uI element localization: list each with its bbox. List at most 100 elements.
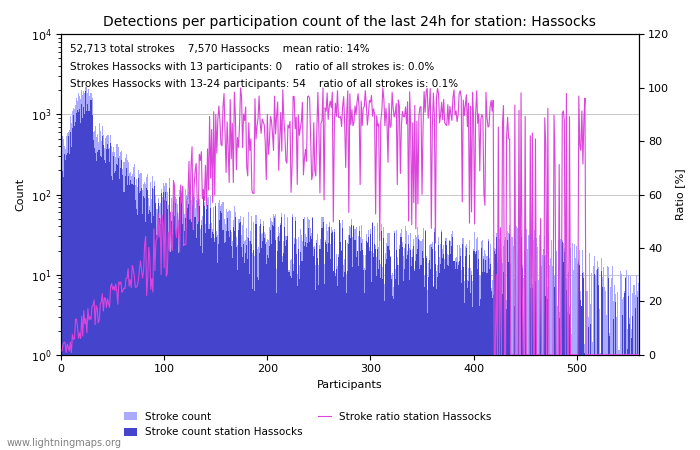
Bar: [247, 259, 248, 450]
Bar: [496, 238, 497, 450]
Bar: [195, 208, 196, 450]
Bar: [69, 130, 70, 450]
Bar: [594, 274, 595, 450]
Bar: [620, 274, 622, 450]
Bar: [230, 230, 231, 450]
Bar: [186, 195, 188, 450]
Bar: [141, 188, 142, 450]
Bar: [158, 206, 160, 450]
Bar: [535, 265, 536, 450]
Bar: [160, 193, 162, 450]
Bar: [543, 249, 544, 450]
Bar: [207, 205, 208, 450]
Bar: [104, 148, 105, 450]
Bar: [521, 237, 522, 450]
Bar: [378, 247, 379, 450]
Bar: [235, 212, 236, 450]
Bar: [98, 142, 99, 450]
Bar: [450, 254, 452, 450]
Bar: [176, 234, 177, 450]
Bar: [153, 216, 155, 450]
Bar: [302, 242, 303, 450]
Bar: [214, 242, 216, 450]
Bar: [629, 324, 630, 450]
Text: 52,713 total strokes    7,570 Hassocks    mean ratio: 14%: 52,713 total strokes 7,570 Hassocks mean…: [70, 44, 370, 54]
Bar: [253, 250, 254, 450]
Bar: [83, 91, 84, 450]
Bar: [469, 255, 470, 450]
Bar: [349, 234, 351, 450]
Bar: [220, 212, 221, 450]
Bar: [81, 90, 82, 450]
Bar: [68, 136, 69, 450]
Bar: [319, 249, 321, 450]
Stroke ratio station Hassocks: [634, 352, 643, 357]
Bar: [373, 256, 374, 450]
Bar: [149, 207, 150, 450]
Bar: [253, 222, 254, 450]
Bar: [240, 221, 241, 450]
Bar: [127, 176, 129, 450]
Bar: [121, 160, 122, 450]
Bar: [494, 248, 495, 450]
Bar: [223, 243, 225, 450]
Bar: [402, 248, 403, 450]
Bar: [366, 241, 367, 450]
Bar: [548, 234, 550, 450]
Bar: [441, 232, 442, 450]
Bar: [541, 266, 542, 450]
Bar: [615, 294, 617, 450]
Bar: [508, 262, 509, 450]
Bar: [279, 241, 280, 450]
Bar: [197, 201, 199, 450]
Bar: [136, 179, 137, 450]
Bar: [249, 274, 251, 450]
Bar: [325, 242, 326, 450]
Bar: [563, 243, 564, 450]
Bar: [617, 292, 619, 450]
Bar: [544, 236, 545, 450]
Bar: [236, 247, 237, 450]
Bar: [76, 113, 77, 450]
Y-axis label: Count: Count: [15, 178, 25, 211]
Bar: [72, 111, 73, 450]
Bar: [84, 114, 85, 450]
Bar: [112, 152, 113, 450]
Bar: [365, 255, 366, 450]
Bar: [460, 256, 461, 450]
Bar: [136, 209, 137, 450]
Bar: [500, 244, 501, 450]
Bar: [329, 227, 330, 450]
Bar: [174, 185, 175, 450]
Bar: [208, 230, 209, 450]
Bar: [600, 360, 601, 450]
Bar: [400, 237, 401, 450]
Bar: [462, 243, 463, 450]
Bar: [144, 198, 145, 450]
Bar: [174, 216, 175, 450]
Bar: [595, 275, 596, 450]
Bar: [204, 206, 205, 450]
Bar: [391, 273, 393, 450]
Bar: [112, 180, 113, 450]
Bar: [628, 297, 629, 450]
Bar: [241, 247, 242, 450]
Bar: [239, 219, 240, 450]
Bar: [336, 254, 337, 450]
Bar: [141, 173, 142, 450]
Bar: [468, 281, 469, 450]
Bar: [631, 338, 632, 450]
Bar: [506, 309, 507, 450]
Bar: [443, 254, 444, 450]
Bar: [382, 279, 384, 450]
Bar: [183, 246, 184, 450]
Bar: [601, 258, 602, 450]
Bar: [305, 234, 306, 450]
Bar: [471, 274, 472, 450]
Bar: [587, 317, 589, 450]
Bar: [407, 251, 408, 450]
Bar: [101, 157, 102, 450]
Bar: [467, 288, 468, 450]
Bar: [295, 239, 297, 450]
Bar: [162, 183, 164, 450]
